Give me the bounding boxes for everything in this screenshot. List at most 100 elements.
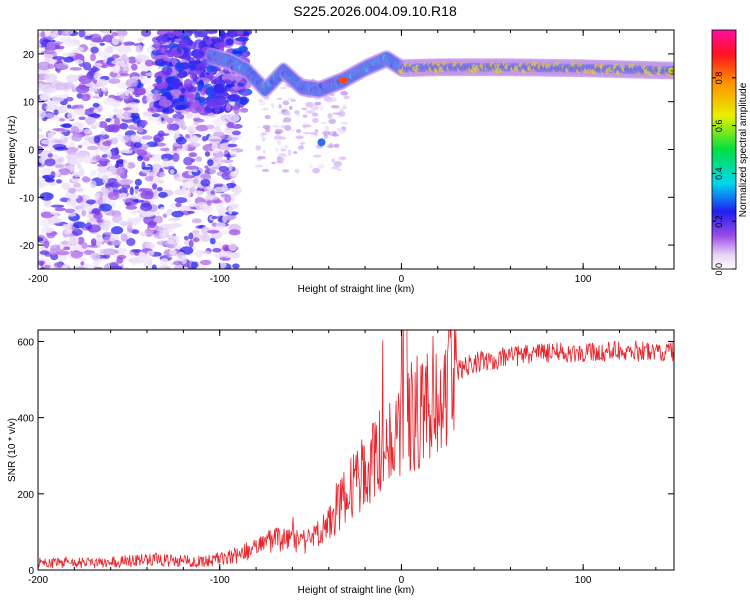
heatmap-cell bbox=[53, 109, 59, 116]
heatmap-cell bbox=[161, 161, 171, 168]
heatmap-cell bbox=[276, 139, 282, 146]
heatmap-cell bbox=[114, 146, 119, 156]
heatmap-cell bbox=[211, 143, 218, 151]
colorbar: 0.0 0.2 0.4 0.6 0.8 Normalized spectral ampl… bbox=[711, 29, 749, 276]
heatmap-cell bbox=[71, 134, 81, 138]
heatmap-cell bbox=[155, 211, 161, 216]
heatmap-cell bbox=[66, 147, 78, 155]
heatmap-cell bbox=[69, 244, 77, 252]
heatmap-cell bbox=[226, 114, 240, 123]
heatmap-cell bbox=[215, 204, 225, 213]
heatmap-cell bbox=[223, 149, 229, 155]
heatmap-cell bbox=[124, 149, 133, 154]
heatmap-cell bbox=[214, 83, 227, 94]
snr-x-axis-label: Height of straight line (km) bbox=[298, 585, 415, 596]
heatmap-cell bbox=[280, 86, 287, 90]
heatmap-cell bbox=[161, 66, 173, 76]
heatmap-cell bbox=[60, 133, 65, 141]
heatmap-cell bbox=[205, 39, 213, 46]
heatmap-cell bbox=[322, 130, 331, 136]
heatmap-cell bbox=[126, 237, 136, 247]
heatmap-cell bbox=[174, 104, 187, 111]
heatmap-cell bbox=[169, 89, 182, 96]
heatmap-cell bbox=[116, 257, 124, 264]
heatmap-cell bbox=[100, 86, 110, 92]
snr-y-tick-label: 600 bbox=[17, 337, 34, 348]
heatmap-cell bbox=[283, 117, 292, 123]
heatmap-cell bbox=[117, 124, 126, 129]
snr-y-axis-label: SNR (10 * v/v) bbox=[7, 418, 18, 482]
heatmap-cell bbox=[111, 214, 123, 224]
heatmap-cell bbox=[50, 170, 56, 179]
heatmap-cell bbox=[39, 192, 54, 201]
heatmap-cell bbox=[123, 41, 131, 46]
heatmap-cell bbox=[54, 207, 66, 212]
heatmap-cell bbox=[284, 144, 289, 150]
heatmap-cell bbox=[233, 185, 242, 195]
heatmap-cell bbox=[170, 78, 181, 88]
colorbar-label: Normalized spectral amplitude bbox=[738, 82, 749, 217]
heatmap-cell bbox=[206, 199, 212, 206]
heatmap-cell bbox=[81, 176, 90, 183]
heatmap-cell bbox=[39, 37, 49, 46]
heatmap-cell bbox=[207, 229, 220, 234]
heatmap-cell bbox=[323, 134, 328, 140]
heatmap-cell bbox=[70, 125, 80, 135]
heatmap-cell bbox=[237, 82, 245, 87]
heatmap-cell bbox=[119, 59, 126, 67]
heatmap-cell bbox=[224, 194, 232, 203]
heatmap-cell bbox=[51, 94, 65, 103]
heatmap-cell bbox=[59, 118, 66, 122]
heatmap-cell bbox=[56, 106, 68, 114]
heatmap-cell bbox=[99, 42, 105, 46]
heatmap-cell bbox=[45, 177, 55, 183]
heatmap-cell bbox=[205, 30, 217, 35]
heatmap-cell bbox=[148, 179, 160, 188]
heatmap-cell bbox=[331, 158, 336, 163]
heatmap-cell bbox=[228, 206, 233, 215]
heatmap-cell bbox=[186, 54, 191, 61]
heatmap-cell bbox=[93, 213, 103, 219]
heatmap-cell bbox=[315, 130, 319, 133]
heatmap-cell bbox=[70, 84, 76, 88]
heatmap-cell bbox=[206, 87, 215, 96]
heatmap-cell bbox=[209, 237, 216, 245]
heatmap-cell bbox=[78, 75, 93, 84]
heatmap-cell bbox=[95, 154, 101, 161]
heatmap-cell bbox=[225, 182, 237, 189]
heatmap-cell bbox=[229, 170, 239, 177]
heatmap-cell bbox=[93, 108, 99, 113]
heatmap-cell bbox=[312, 117, 319, 124]
heatmap-cell bbox=[329, 92, 335, 97]
heatmap-cell bbox=[226, 121, 235, 128]
heatmap-cell bbox=[156, 116, 162, 125]
spectrogram-y-tick-label: 10 bbox=[23, 98, 35, 109]
heatmap-cell bbox=[152, 183, 158, 190]
heatmap-cell bbox=[187, 210, 195, 214]
heatmap-cell bbox=[178, 38, 188, 48]
heatmap-cell bbox=[106, 45, 114, 50]
heatmap-cell bbox=[110, 137, 119, 145]
heatmap-cell bbox=[293, 151, 298, 154]
heatmap-cell bbox=[189, 203, 197, 208]
heatmap-cell bbox=[41, 139, 51, 145]
heatmap-cell bbox=[274, 147, 279, 152]
heatmap-cell bbox=[217, 261, 227, 269]
heatmap-cell bbox=[111, 65, 121, 74]
heatmap-cell bbox=[219, 113, 229, 120]
heatmap-cell bbox=[176, 148, 182, 155]
heatmap-cell bbox=[102, 34, 115, 43]
heatmap-cell bbox=[290, 129, 295, 132]
heatmap-cell bbox=[90, 238, 97, 247]
heatmap-cell bbox=[40, 30, 46, 38]
heatmap-cell bbox=[71, 87, 77, 93]
heatmap-cell bbox=[38, 134, 46, 139]
heatmap-cell bbox=[219, 30, 226, 38]
heatmap-cell bbox=[127, 221, 133, 229]
heatmap-cell bbox=[312, 154, 322, 158]
heatmap-cell bbox=[175, 136, 187, 145]
heatmap-cell bbox=[172, 260, 183, 266]
heatmap-cell bbox=[243, 91, 248, 97]
heatmap-cell bbox=[207, 159, 214, 167]
heatmap-cell bbox=[117, 247, 128, 255]
